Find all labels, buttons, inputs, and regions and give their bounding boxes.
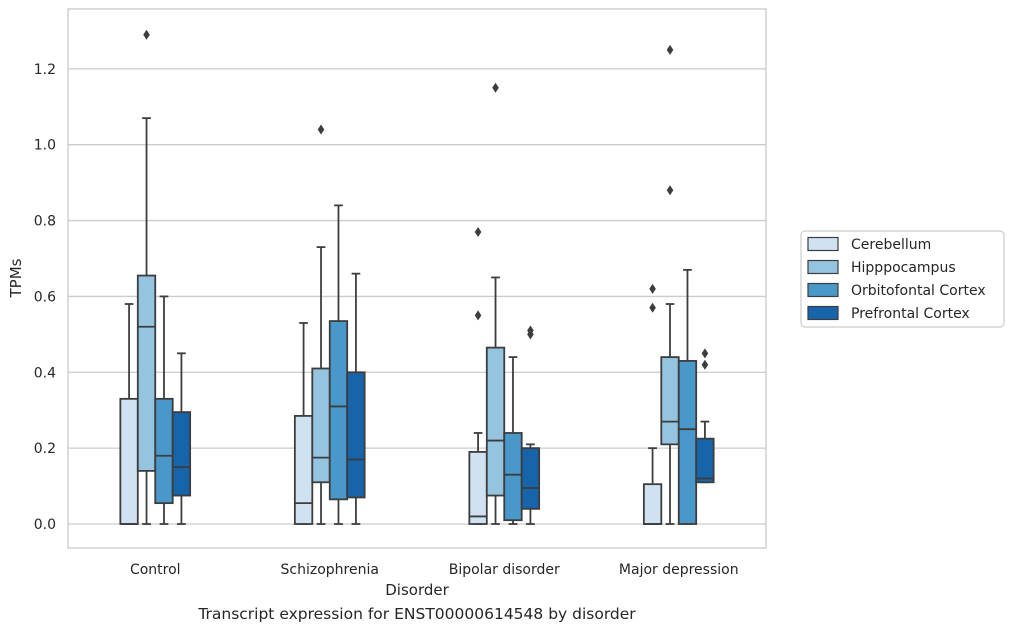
- iqr-box: [136, 274, 157, 472]
- legend-label: Orbitofontal Cortex: [851, 283, 986, 299]
- x-axis-title: Disorder: [385, 581, 449, 599]
- legend-label: Hipppocampus: [851, 260, 956, 276]
- x-axis-ticks: Control Schizophrenia Bipolar disorder Majo…: [130, 562, 739, 578]
- figure-caption: Transcript expression for ENST0000061454…: [198, 605, 636, 623]
- outlier-point: [317, 124, 325, 135]
- outlier-point: [701, 348, 709, 359]
- legend-label: Cerebellum: [851, 237, 931, 253]
- box-1-2: [136, 29, 157, 525]
- outlier-point: [666, 44, 674, 55]
- outlier-point: [666, 185, 674, 196]
- legend-label: Prefrontal Cortex: [851, 306, 970, 322]
- legend-swatch: [807, 282, 839, 298]
- box-2-3: [328, 204, 349, 525]
- iqr-box: [119, 397, 139, 525]
- box-1-3: [154, 295, 174, 525]
- iqr-box: [660, 356, 680, 446]
- y-tick-label: 1.0: [34, 138, 56, 154]
- box-4-1: [642, 283, 663, 525]
- y-tick-label: 0.4: [34, 365, 56, 381]
- outlier-point: [474, 226, 482, 237]
- outlier-point: [527, 325, 534, 336]
- outlier-point: [649, 283, 656, 294]
- x-tick-label: Control: [130, 562, 181, 578]
- legend-swatch: [807, 259, 839, 275]
- iqr-box: [293, 414, 314, 525]
- x-tick-label: Major depression: [619, 562, 739, 578]
- y-axis-title: TPMs: [7, 258, 25, 298]
- iqr-box: [311, 367, 331, 484]
- iqr-box: [642, 483, 663, 525]
- iqr-box: [328, 320, 349, 501]
- x-tick-label: Bipolar disorder: [449, 562, 560, 578]
- box-4-3: [677, 268, 698, 525]
- legend: Cerebellum Hipppocampus Orbitofontal Corte…: [800, 230, 1005, 328]
- outlier-point: [492, 82, 499, 93]
- box-2-2: [311, 124, 331, 525]
- y-tick-label: 0.2: [34, 441, 56, 457]
- iqr-box: [154, 397, 174, 505]
- y-tick-label: 0.8: [34, 214, 56, 230]
- box-3-2: [485, 82, 506, 525]
- box-3-1: [468, 226, 488, 525]
- box-1-4: [171, 352, 192, 525]
- box-3-4: [520, 325, 541, 525]
- box-4-4: [695, 348, 715, 484]
- y-tick-label: 0.0: [34, 517, 56, 533]
- iqr-box: [520, 447, 541, 510]
- box-1-1: [119, 303, 139, 525]
- outlier-point: [143, 29, 150, 40]
- y-tick-label: 1.2: [34, 62, 56, 78]
- box-2-1: [293, 322, 314, 525]
- iqr-box: [171, 411, 192, 497]
- iqr-box: [695, 437, 715, 484]
- iqr-box: [485, 346, 506, 497]
- iqr-box: [677, 360, 698, 525]
- box-4-2: [660, 44, 680, 525]
- box-3-3: [503, 356, 523, 525]
- y-tick-label: 0.6: [34, 289, 56, 305]
- box-2-4: [346, 272, 366, 525]
- outlier-point: [474, 310, 482, 321]
- iqr-box: [468, 451, 488, 525]
- legend-swatch: [807, 236, 839, 252]
- plot-area-frame: [67, 8, 767, 549]
- x-tick-label: Schizophrenia: [281, 562, 379, 578]
- legend-frame: [800, 230, 1005, 328]
- boxes: [119, 29, 715, 525]
- legend-swatch: [807, 305, 839, 321]
- iqr-box: [346, 371, 366, 499]
- iqr-box: [503, 432, 523, 522]
- outlier-point: [649, 302, 656, 313]
- y-axis-ticks: 0.0 0.2 0.4 0.6 0.8 1.0 1.2: [34, 62, 56, 533]
- outlier-point: [701, 359, 709, 370]
